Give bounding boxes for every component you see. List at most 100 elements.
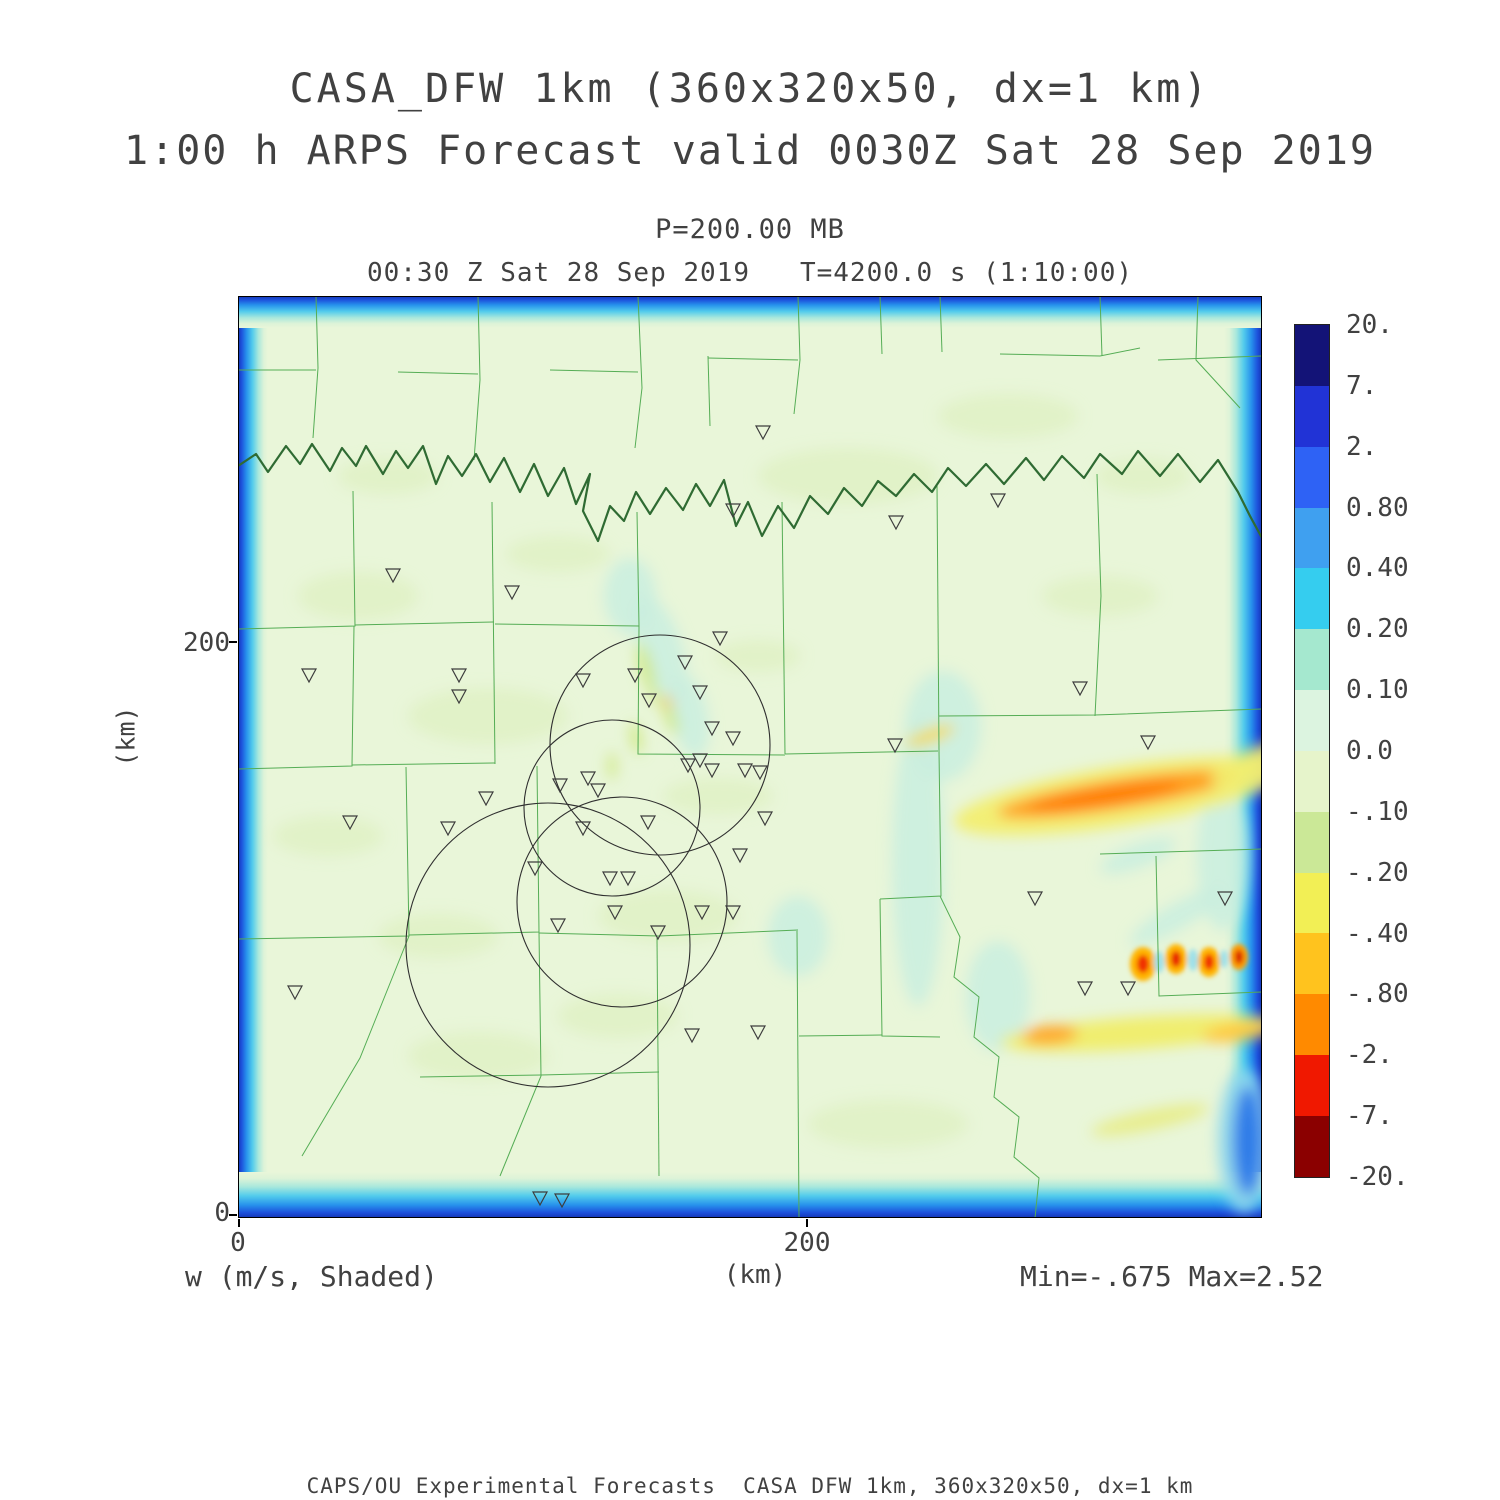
station-marker-triangle (589, 783, 607, 799)
station-marker-triangle (1216, 891, 1234, 907)
y-tick-mark-200 (229, 641, 237, 643)
station-marker-triangle (887, 515, 905, 531)
x-tick-mark-200 (806, 1219, 808, 1227)
county-border (1099, 295, 1103, 357)
colorbar-segment (1295, 568, 1329, 630)
shaded-anomaly (604, 558, 656, 634)
intense-cell (1220, 950, 1228, 968)
station-marker-triangle (341, 815, 359, 831)
county-border (1094, 473, 1102, 717)
station-marker-triangle (683, 1028, 701, 1044)
county-border (939, 895, 1040, 1219)
station-marker-triangle (749, 1025, 767, 1041)
map-plot (237, 295, 1286, 1219)
county-border (798, 1034, 883, 1037)
colorbar-tick-label: 0.0 (1346, 736, 1393, 766)
county-border (879, 295, 883, 355)
colorbar-segment (1295, 872, 1329, 934)
station-marker-triangle (640, 693, 658, 709)
station-marker-triangle (703, 721, 721, 737)
colorbar-tick-label: -.80 (1346, 979, 1409, 1010)
colorbar-tick-label: -2. (1346, 1040, 1393, 1071)
county-borders-layer (237, 295, 1263, 1219)
county-border (656, 937, 660, 1177)
station-marker-triangle (626, 668, 644, 684)
station-marker-triangle (606, 905, 624, 921)
station-marker-triangle (676, 655, 694, 671)
county-border (312, 295, 319, 439)
shaded-anomaly (892, 716, 944, 1006)
colorbar-segment (1295, 385, 1329, 447)
station-marker-triangle (639, 815, 657, 831)
county-border (634, 295, 643, 449)
county-border (354, 621, 495, 626)
shaded-anomaly (630, 722, 642, 754)
shaded-anomaly (1100, 838, 1176, 874)
y-axis-label: (km) (111, 706, 141, 767)
shaded-anomaly (1000, 1014, 1276, 1052)
map-svg (237, 295, 1286, 1219)
station-marker-triangle (679, 758, 697, 774)
county-border (879, 898, 941, 1038)
station-marker-triangle (693, 905, 711, 921)
county-border (237, 625, 355, 770)
station-marker-triangle (450, 668, 468, 684)
state-border-river-layer (237, 442, 1263, 543)
colorbar-segment (1295, 325, 1329, 386)
station-marker-triangle (450, 689, 468, 705)
county-border (1157, 355, 1263, 361)
shaded-anomaly (298, 572, 418, 620)
shaded-anomaly (598, 890, 738, 942)
county-border (707, 355, 711, 427)
colorbar-tick-label: 0.40 (1346, 553, 1409, 584)
station-marker-triangle (736, 763, 754, 779)
station-marker-triangle (756, 811, 774, 827)
intense-cells-layer (1130, 944, 1248, 981)
station-marker-triangle (300, 668, 318, 684)
station-marker-triangle (731, 848, 749, 864)
colorbar-tick-label: 0.10 (1346, 675, 1409, 706)
shaded-variable-label: w (m/s, Shaded) (185, 1260, 438, 1293)
shaded-anomaly (637, 642, 655, 694)
colorbar-tick-label: 0.20 (1346, 614, 1409, 645)
county-border (397, 371, 479, 375)
plot-frame (238, 296, 1262, 1218)
x-axis-label: (km) (723, 1260, 787, 1290)
colorbar-segment (1295, 994, 1329, 1056)
shaded-anomaly (670, 674, 710, 758)
county-border (473, 295, 481, 461)
radar-range-rings-layer (405, 634, 771, 1088)
pressure-level-label: P=200.00 MB (655, 214, 845, 245)
station-marker-triangle (579, 771, 597, 787)
x-axis-tick-0: 0 (230, 1228, 246, 1258)
colorbar-segment (1295, 811, 1329, 873)
shaded-anomaly (1022, 1025, 1078, 1045)
station-marker-triangle (439, 821, 457, 837)
intense-cell (1171, 951, 1181, 967)
station-marker-triangle (551, 778, 569, 794)
station-marker-triangle (574, 673, 592, 689)
station-marker-triangle (691, 685, 709, 701)
colorbar-segment (1295, 750, 1329, 812)
county-border (784, 750, 939, 755)
colorbar-segment (1295, 1115, 1329, 1177)
station-markers-layer (286, 425, 1234, 1209)
colorbar-bar (1294, 324, 1330, 1178)
station-marker-triangle (1026, 891, 1044, 907)
colorbar-tick-label: -.20 (1346, 857, 1409, 888)
county-border (1155, 855, 1263, 997)
county-border (301, 935, 410, 1157)
colorbar-tick-label: 0.80 (1346, 492, 1409, 523)
county-border (938, 708, 1263, 717)
state-border-red-river (237, 442, 1263, 543)
station-marker-triangle (989, 493, 1007, 509)
intense-cell (1154, 951, 1164, 973)
station-marker-triangle (1076, 981, 1094, 997)
shaded-anomaly (1091, 1104, 1209, 1136)
boundary-shading-bottom (238, 1172, 1262, 1218)
station-marker-triangle (384, 568, 402, 584)
station-marker-triangle (503, 585, 521, 601)
county-border (793, 295, 801, 415)
station-marker-triangle (1119, 981, 1137, 997)
